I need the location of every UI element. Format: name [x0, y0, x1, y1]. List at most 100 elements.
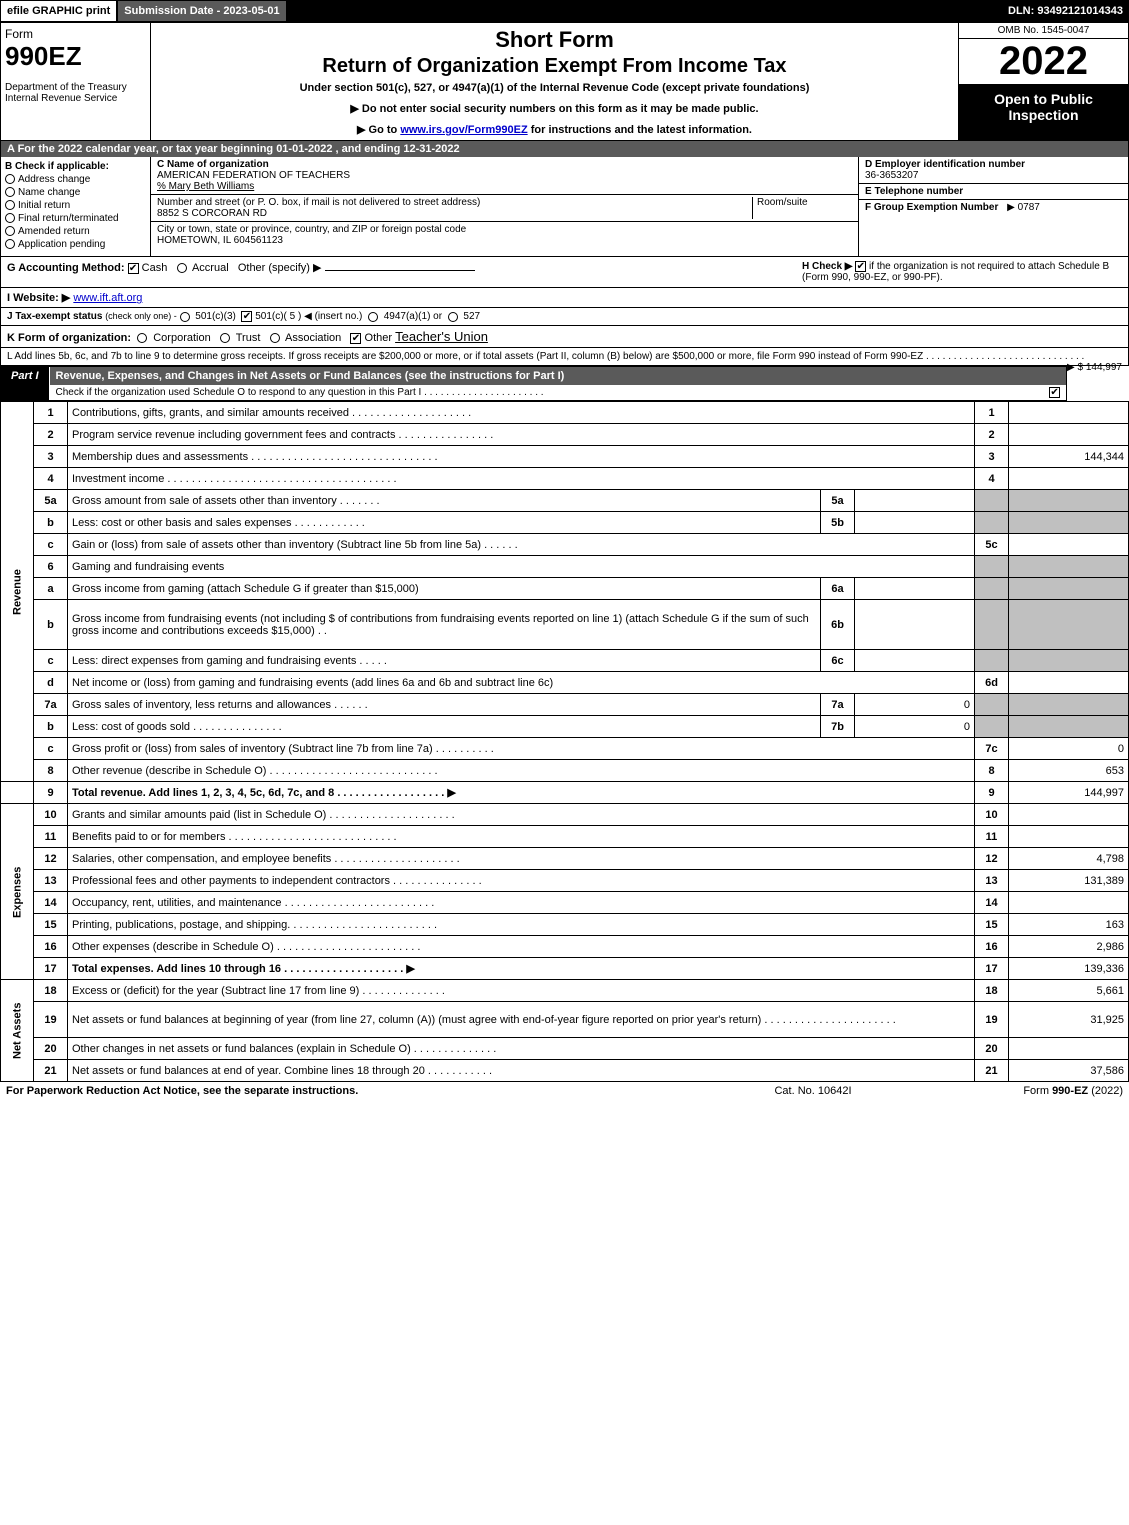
dln: DLN: 93492121014343: [1002, 0, 1129, 22]
opt-trust: Trust: [236, 332, 261, 344]
form-number: 990EZ: [5, 41, 146, 72]
chk-address-change[interactable]: Address change: [5, 174, 146, 185]
org-name-value: AMERICAN FEDERATION OF TEACHERS: [157, 170, 350, 181]
chk-initial-return[interactable]: Initial return: [5, 200, 146, 211]
chk-schedule-o[interactable]: ✔: [1049, 387, 1060, 398]
h-label: H Check ▶: [802, 261, 852, 272]
catalog-number: Cat. No. 10642I: [703, 1085, 923, 1097]
ein-value: 36-3653207: [865, 170, 1122, 181]
chk-name-change[interactable]: Name change: [5, 187, 146, 198]
org-name-label: C Name of organization: [157, 159, 350, 170]
k-label: K Form of organization:: [7, 332, 131, 344]
header-left: Form 990EZ Department of the Treasury In…: [1, 23, 151, 140]
ein-line: D Employer identification number 36-3653…: [859, 157, 1128, 184]
line-1: Revenue 1Contributions, gifts, grants, a…: [1, 402, 1129, 424]
form-word: Form: [5, 27, 146, 41]
line-11: 11Benefits paid to or for members . . . …: [1, 826, 1129, 848]
line-6b: bGross income from fundraising events (n…: [1, 600, 1129, 650]
chk-application-pending[interactable]: Application pending: [5, 239, 146, 250]
chk-amended-return[interactable]: Amended return: [5, 226, 146, 237]
website-link[interactable]: www.ift.aft.org: [73, 292, 142, 304]
expenses-section-label: Expenses: [1, 804, 34, 980]
opt-4947: 4947(a)(1) or: [384, 311, 442, 322]
schedule-b-check: H Check ▶ ✔ if the organization is not r…: [802, 261, 1122, 283]
line-2: 2Program service revenue including gover…: [1, 424, 1129, 446]
chk-other-org[interactable]: ✔: [350, 333, 361, 344]
chk-accrual[interactable]: [177, 263, 187, 273]
col-b-header: B Check if applicable:: [5, 161, 146, 172]
chk-association[interactable]: [270, 333, 280, 343]
chk-schedule-b[interactable]: ✔: [855, 261, 866, 272]
chk-527[interactable]: [448, 312, 458, 322]
line-7c: cGross profit or (loss) from sales of in…: [1, 738, 1129, 760]
gross-receipts-row: L Add lines 5b, 6c, and 7b to line 9 to …: [0, 348, 1129, 366]
chk-501c[interactable]: ✔: [241, 311, 252, 322]
j-label: J Tax-exempt status: [7, 311, 102, 322]
org-care-of: % Mary Beth Williams: [157, 181, 350, 192]
irs-link[interactable]: www.irs.gov/Form990EZ: [400, 124, 527, 136]
line-3: 3Membership dues and assessments . . . .…: [1, 446, 1129, 468]
line-6c: cLess: direct expenses from gaming and f…: [1, 650, 1129, 672]
submission-date: Submission Date - 2023-05-01: [117, 0, 286, 22]
header-right: OMB No. 1545-0047 2022 Open to Public In…: [958, 23, 1128, 140]
part1-table: Revenue 1Contributions, gifts, grants, a…: [0, 401, 1129, 1082]
line-6: 6Gaming and fundraising events: [1, 556, 1129, 578]
title-short-form: Short Form: [155, 27, 954, 53]
street-line: Number and street (or P. O. box, if mail…: [151, 195, 858, 222]
i-label: I Website: ▶: [7, 292, 70, 304]
paperwork-notice: For Paperwork Reduction Act Notice, see …: [6, 1085, 703, 1097]
line-5a: 5aGross amount from sale of assets other…: [1, 490, 1129, 512]
instr2-pre: ▶ Go to: [357, 124, 400, 136]
chk-501c3[interactable]: [180, 312, 190, 322]
chk-trust[interactable]: [220, 333, 230, 343]
subtitle: Under section 501(c), 527, or 4947(a)(1)…: [155, 82, 954, 94]
instr2-post: for instructions and the latest informat…: [528, 124, 752, 136]
l-amount: ▶ $ 144,997: [1067, 362, 1122, 373]
l-text: L Add lines 5b, 6c, and 7b to line 9 to …: [7, 351, 1084, 362]
street-value: 8852 S CORCORAN RD: [157, 208, 752, 219]
part1-tab: Part I: [1, 367, 50, 400]
line-15: 15Printing, publications, postage, and s…: [1, 914, 1129, 936]
top-bar: efile GRAPHIC print Submission Date - 20…: [0, 0, 1129, 22]
other-specify-input[interactable]: [325, 270, 475, 271]
revenue-section-label: Revenue: [1, 402, 34, 782]
form-ref: Form 990-EZ (2022): [923, 1085, 1123, 1097]
line-21: 21Net assets or fund balances at end of …: [1, 1060, 1129, 1082]
omb-number: OMB No. 1545-0047: [959, 23, 1128, 39]
department: Department of the Treasury Internal Reve…: [5, 82, 146, 104]
chk-final-return[interactable]: Final return/terminated: [5, 213, 146, 224]
j-note: (check only one) -: [105, 311, 177, 321]
opt-501c: 501(c)( 5 ) ◀ (insert no.): [255, 311, 362, 322]
line-16: 16Other expenses (describe in Schedule O…: [1, 936, 1129, 958]
title-return: Return of Organization Exempt From Incom…: [155, 55, 954, 78]
line-7a: 7aGross sales of inventory, less returns…: [1, 694, 1129, 716]
org-name-line: C Name of organization AMERICAN FEDERATI…: [151, 157, 858, 195]
part1-title: Revenue, Expenses, and Changes in Net As…: [50, 367, 1067, 385]
chk-cash[interactable]: ✔: [128, 263, 139, 274]
line-6d: dNet income or (loss) from gaming and fu…: [1, 672, 1129, 694]
city-line: City or town, state or province, country…: [151, 222, 858, 248]
line-5c: cGain or (loss) from sale of assets othe…: [1, 534, 1129, 556]
g-label: G Accounting Method:: [7, 262, 125, 274]
opt-corporation: Corporation: [153, 332, 210, 344]
efile-print-button[interactable]: efile GRAPHIC print: [0, 0, 117, 22]
opt-501c3: 501(c)(3): [195, 311, 236, 322]
opt-accrual: Accrual: [192, 262, 229, 274]
page-footer: For Paperwork Reduction Act Notice, see …: [0, 1082, 1129, 1100]
col-b-checkboxes: B Check if applicable: Address change Na…: [1, 157, 151, 256]
accounting-method: G Accounting Method: ✔ Cash Accrual Othe…: [7, 261, 802, 283]
chk-corporation[interactable]: [137, 333, 147, 343]
line-9: 9Total revenue. Add lines 1, 2, 3, 4, 5c…: [1, 782, 1129, 804]
chk-4947[interactable]: [368, 312, 378, 322]
line-13: 13Professional fees and other payments t…: [1, 870, 1129, 892]
line-20: 20Other changes in net assets or fund ba…: [1, 1038, 1129, 1060]
line-6a: aGross income from gaming (attach Schedu…: [1, 578, 1129, 600]
group-exemption-value: ▶ 0787: [1007, 202, 1040, 213]
room-suite-label: Room/suite: [752, 197, 852, 219]
topbar-spacer: [287, 0, 1002, 22]
tax-year: 2022: [959, 39, 1128, 85]
line-17: 17Total expenses. Add lines 10 through 1…: [1, 958, 1129, 980]
line-14: 14Occupancy, rent, utilities, and mainte…: [1, 892, 1129, 914]
ein-label: D Employer identification number: [865, 159, 1025, 170]
block-gh: G Accounting Method: ✔ Cash Accrual Othe…: [0, 257, 1129, 288]
